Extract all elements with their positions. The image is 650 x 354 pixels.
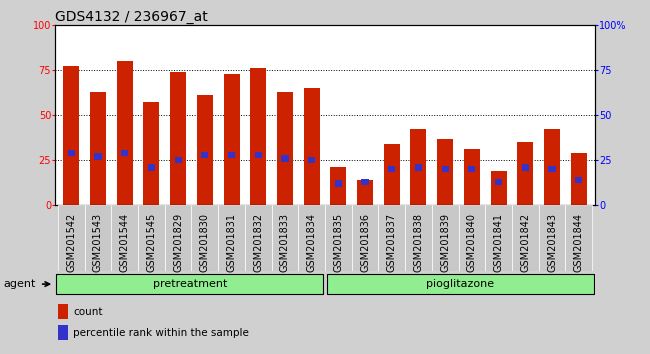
Bar <box>325 205 352 271</box>
Bar <box>512 205 539 271</box>
Text: GSM201545: GSM201545 <box>146 213 157 273</box>
Bar <box>245 205 272 271</box>
Text: GSM201835: GSM201835 <box>333 213 343 272</box>
Text: GSM201829: GSM201829 <box>173 213 183 272</box>
Bar <box>174 157 182 163</box>
Bar <box>575 177 582 183</box>
Text: GSM201543: GSM201543 <box>93 213 103 272</box>
Bar <box>326 274 593 295</box>
Bar <box>566 205 592 271</box>
Bar <box>437 138 453 205</box>
Text: count: count <box>73 307 103 316</box>
Bar <box>335 181 342 187</box>
Bar <box>517 142 533 205</box>
Bar <box>228 152 235 158</box>
Bar <box>111 205 138 271</box>
Bar <box>378 205 405 271</box>
Text: GSM201832: GSM201832 <box>254 213 263 272</box>
Bar <box>410 130 426 205</box>
Text: GSM201844: GSM201844 <box>574 213 584 272</box>
Text: GSM201837: GSM201837 <box>387 213 396 272</box>
Bar <box>384 144 400 205</box>
Bar <box>170 72 186 205</box>
Bar <box>138 205 164 271</box>
Text: GSM201836: GSM201836 <box>360 213 370 272</box>
Bar <box>464 149 480 205</box>
Text: GSM201841: GSM201841 <box>493 213 504 272</box>
Bar <box>539 205 566 271</box>
Bar <box>308 157 315 163</box>
Text: GSM201843: GSM201843 <box>547 213 557 272</box>
Text: GDS4132 / 236967_at: GDS4132 / 236967_at <box>55 10 208 24</box>
Bar <box>84 205 111 271</box>
Bar <box>58 304 68 319</box>
Bar <box>468 166 476 172</box>
Bar <box>63 66 79 205</box>
Text: GSM201839: GSM201839 <box>440 213 450 272</box>
Text: GSM201834: GSM201834 <box>307 213 317 272</box>
Text: GSM201838: GSM201838 <box>413 213 424 272</box>
Bar <box>68 150 75 156</box>
Bar <box>415 164 422 171</box>
Text: agent: agent <box>3 279 36 289</box>
Bar <box>250 68 266 205</box>
Bar <box>361 179 369 185</box>
Bar <box>495 179 502 185</box>
Bar <box>192 205 218 271</box>
Text: pioglitazone: pioglitazone <box>426 279 494 289</box>
Bar <box>121 150 128 156</box>
Bar <box>549 166 556 172</box>
Bar <box>197 95 213 205</box>
Text: GSM201831: GSM201831 <box>226 213 237 272</box>
Bar <box>432 205 458 271</box>
Bar <box>272 205 298 271</box>
Bar <box>304 88 320 205</box>
Text: GSM201830: GSM201830 <box>200 213 210 272</box>
Bar <box>224 74 240 205</box>
Text: GSM201833: GSM201833 <box>280 213 290 272</box>
Bar <box>486 205 512 271</box>
Bar <box>491 171 506 205</box>
Bar <box>58 205 84 271</box>
Bar <box>571 153 587 205</box>
Bar <box>144 102 159 205</box>
Bar <box>202 152 209 158</box>
Bar <box>255 152 262 158</box>
Bar <box>218 205 245 271</box>
Text: GSM201842: GSM201842 <box>520 213 530 272</box>
Text: GSM201542: GSM201542 <box>66 213 76 273</box>
Bar <box>388 166 395 172</box>
Bar <box>281 155 289 161</box>
Bar <box>90 92 106 205</box>
Bar <box>298 205 325 271</box>
Bar <box>405 205 432 271</box>
Bar <box>458 205 486 271</box>
Bar <box>94 153 101 160</box>
Bar <box>352 205 378 271</box>
Bar <box>441 166 448 172</box>
Bar <box>522 164 529 171</box>
Bar <box>544 130 560 205</box>
Bar <box>164 205 192 271</box>
Bar <box>357 180 373 205</box>
Bar <box>117 61 133 205</box>
Bar <box>58 325 68 340</box>
Text: pretreatment: pretreatment <box>153 279 228 289</box>
Text: GSM201840: GSM201840 <box>467 213 477 272</box>
Bar <box>330 167 346 205</box>
Text: GSM201544: GSM201544 <box>120 213 130 272</box>
Bar <box>56 274 324 295</box>
Bar <box>277 92 293 205</box>
Text: percentile rank within the sample: percentile rank within the sample <box>73 328 249 338</box>
Bar <box>148 164 155 171</box>
